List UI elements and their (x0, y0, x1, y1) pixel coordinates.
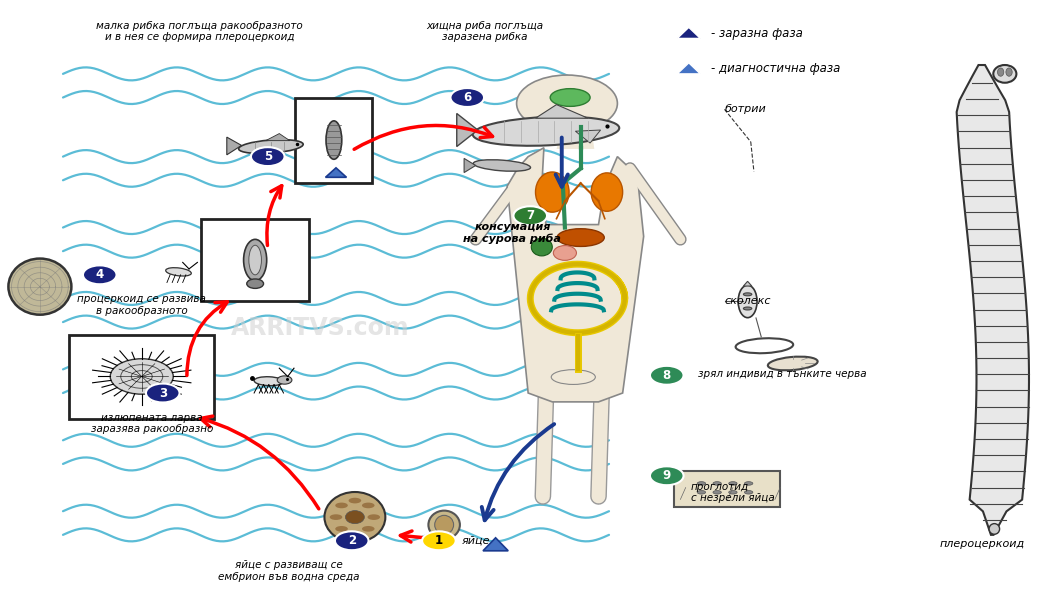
Text: 8: 8 (663, 369, 671, 382)
Text: 9: 9 (663, 469, 671, 482)
Text: яйце: яйце (462, 536, 490, 545)
Text: - диагностична фаза: - диагностична фаза (711, 62, 840, 75)
Text: хищна риба поглъща
заразена рибка: хищна риба поглъща заразена рибка (426, 21, 544, 43)
Circle shape (146, 384, 180, 402)
Ellipse shape (166, 268, 191, 276)
Ellipse shape (8, 259, 71, 314)
Text: 3: 3 (159, 387, 167, 400)
Text: 1: 1 (435, 534, 443, 547)
Polygon shape (677, 63, 700, 74)
Ellipse shape (713, 482, 721, 485)
Text: зрял индивид в тънките черва: зрял индивид в тънките черва (698, 369, 867, 378)
Ellipse shape (743, 293, 752, 296)
Text: ботрии: ботрии (724, 105, 766, 114)
Ellipse shape (697, 482, 706, 485)
Polygon shape (266, 134, 290, 141)
FancyBboxPatch shape (295, 98, 372, 183)
Ellipse shape (768, 356, 818, 371)
Polygon shape (957, 65, 1029, 535)
Text: 4: 4 (96, 268, 104, 281)
Ellipse shape (550, 89, 590, 106)
Ellipse shape (553, 246, 576, 260)
Ellipse shape (244, 239, 267, 281)
Circle shape (83, 265, 117, 284)
Circle shape (517, 75, 617, 132)
Ellipse shape (345, 511, 364, 524)
Text: сколекс: сколекс (724, 297, 771, 306)
Circle shape (247, 279, 264, 288)
Polygon shape (483, 538, 508, 551)
Text: плероцеркоид: плероцеркоид (939, 539, 1025, 549)
Text: консумация
на сурова риба: консумация на сурова риба (463, 222, 562, 244)
Text: 2: 2 (348, 534, 356, 547)
Polygon shape (743, 281, 752, 286)
Ellipse shape (335, 526, 348, 532)
Polygon shape (507, 148, 644, 402)
Ellipse shape (368, 514, 380, 520)
Circle shape (110, 359, 173, 394)
FancyBboxPatch shape (69, 335, 214, 419)
Ellipse shape (254, 376, 284, 386)
Ellipse shape (428, 511, 460, 539)
Ellipse shape (989, 524, 1000, 534)
Ellipse shape (324, 492, 385, 543)
Ellipse shape (349, 498, 361, 504)
Circle shape (335, 531, 369, 550)
Ellipse shape (326, 121, 341, 159)
Ellipse shape (349, 531, 361, 537)
FancyBboxPatch shape (674, 471, 780, 507)
Circle shape (650, 466, 684, 485)
Ellipse shape (993, 65, 1016, 83)
Ellipse shape (249, 245, 261, 275)
Circle shape (650, 366, 684, 385)
Text: яйце с развиващ се
ембрион във водна среда: яйце с развиващ се ембрион във водна сре… (218, 560, 359, 582)
Polygon shape (536, 105, 588, 118)
Polygon shape (326, 168, 346, 177)
Ellipse shape (744, 482, 753, 485)
Ellipse shape (362, 502, 375, 508)
Ellipse shape (998, 68, 1004, 76)
Text: малка рибка поглъща ракообразното
и в нея се формира плероцеркоид: малка рибка поглъща ракообразното и в не… (97, 21, 302, 43)
Polygon shape (556, 127, 594, 149)
Ellipse shape (435, 515, 454, 534)
Ellipse shape (743, 307, 752, 310)
Ellipse shape (591, 173, 623, 211)
Circle shape (422, 531, 456, 550)
Text: ARRITVS.com: ARRITVS.com (231, 316, 410, 340)
Ellipse shape (558, 229, 605, 246)
Ellipse shape (238, 139, 303, 154)
Ellipse shape (738, 285, 757, 318)
Ellipse shape (713, 491, 721, 494)
Ellipse shape (536, 172, 569, 212)
Circle shape (277, 376, 292, 384)
Ellipse shape (330, 514, 342, 520)
Text: 6: 6 (463, 91, 471, 104)
Text: излюпената ларва
заразява ракообразно: излюпената ларва заразява ракообразно (91, 413, 213, 434)
Text: 7: 7 (526, 209, 534, 222)
Polygon shape (457, 113, 478, 147)
Circle shape (513, 206, 547, 225)
Ellipse shape (729, 482, 737, 485)
Text: 5: 5 (264, 150, 272, 163)
Ellipse shape (744, 491, 753, 494)
Text: процеркоид се развива
в ракообразното: процеркоид се развива в ракообразното (78, 294, 206, 316)
Text: - заразна фаза: - заразна фаза (711, 27, 803, 40)
Circle shape (450, 88, 484, 107)
Ellipse shape (362, 526, 375, 532)
Ellipse shape (474, 160, 530, 171)
Ellipse shape (551, 370, 595, 385)
Circle shape (251, 147, 285, 166)
FancyBboxPatch shape (201, 219, 309, 301)
Ellipse shape (697, 491, 706, 494)
Polygon shape (464, 158, 476, 173)
Text: проглотид
с незрели яйца: проглотид с незрели яйца (691, 482, 775, 504)
Ellipse shape (531, 238, 552, 256)
Polygon shape (227, 137, 242, 155)
Ellipse shape (729, 491, 737, 494)
Polygon shape (677, 27, 700, 38)
Polygon shape (575, 130, 601, 143)
Ellipse shape (1006, 68, 1012, 76)
Ellipse shape (472, 116, 620, 146)
Ellipse shape (335, 502, 348, 508)
